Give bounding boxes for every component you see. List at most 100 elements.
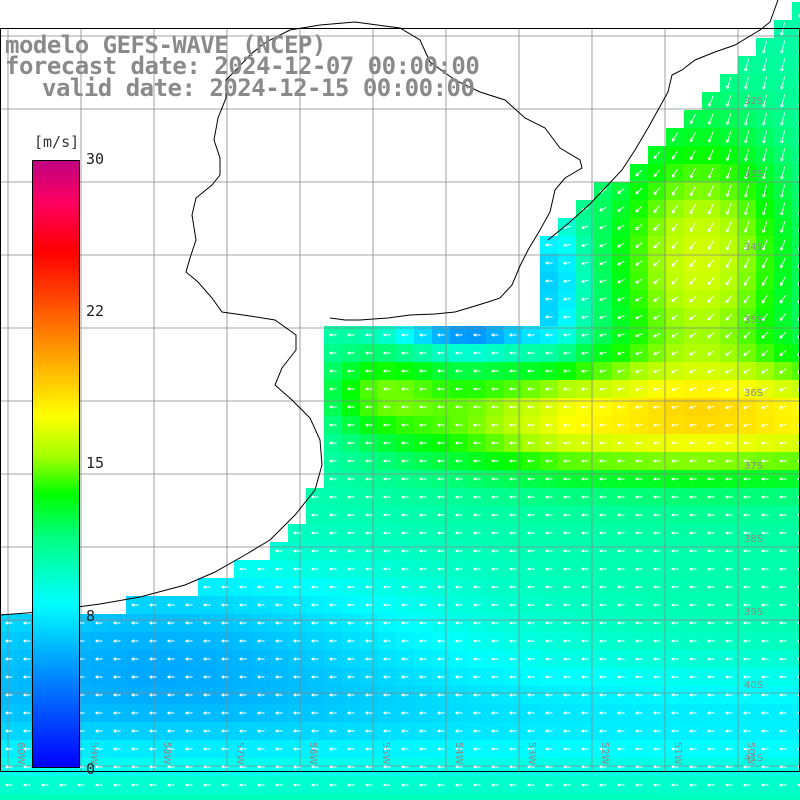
wind-arrow xyxy=(221,621,229,625)
wind-arrow xyxy=(509,513,517,517)
wind-arrow xyxy=(761,675,769,679)
longitude-label: 51W xyxy=(672,742,683,765)
wind-cell xyxy=(792,182,800,200)
wind-arrow xyxy=(167,711,175,715)
wind-arrow xyxy=(689,603,697,607)
wind-cell xyxy=(360,794,378,800)
wind-arrow xyxy=(383,495,391,499)
wind-arrow xyxy=(671,693,679,697)
wind-arrow xyxy=(708,203,714,215)
wind-arrow xyxy=(455,531,463,535)
wind-arrow xyxy=(257,603,265,607)
wind-arrow xyxy=(653,621,661,625)
wind-arrow xyxy=(653,477,661,481)
longitude-label: 58W xyxy=(161,742,172,765)
wind-arrow xyxy=(761,567,769,571)
wind-arrow xyxy=(239,639,247,643)
wind-arrow xyxy=(563,459,571,463)
wind-arrow xyxy=(437,369,445,373)
wind-arrow xyxy=(725,729,733,733)
wind-arrow xyxy=(419,585,427,589)
wind-cell xyxy=(198,794,216,800)
wind-arrow xyxy=(473,441,481,445)
wind-arrow xyxy=(617,765,625,769)
wind-arrow xyxy=(689,405,697,410)
wind-arrow xyxy=(762,76,768,90)
wind-arrow xyxy=(365,639,373,643)
wind-arrow xyxy=(671,277,679,285)
wind-arrow xyxy=(437,387,445,391)
wind-cell xyxy=(792,506,800,524)
wind-cell xyxy=(396,794,414,800)
wind-arrow xyxy=(419,765,427,769)
wind-arrow xyxy=(527,333,535,337)
wind-arrow xyxy=(275,603,283,607)
wind-cell xyxy=(558,794,576,800)
wind-arrow xyxy=(509,639,517,643)
wind-cell xyxy=(792,704,800,722)
wind-arrow xyxy=(708,222,714,233)
wind-arrow xyxy=(780,148,786,162)
wind-arrow xyxy=(671,259,679,267)
wind-arrow xyxy=(293,675,301,679)
wind-arrow xyxy=(545,585,553,589)
wind-arrow xyxy=(725,405,733,410)
wind-arrow xyxy=(401,333,409,337)
wind-arrow xyxy=(779,657,787,661)
wind-arrow xyxy=(293,765,301,769)
wind-arrow xyxy=(257,765,265,769)
wind-arrow xyxy=(707,693,715,697)
wind-arrow xyxy=(563,549,571,553)
wind-arrow xyxy=(203,639,211,643)
wind-arrow xyxy=(149,639,157,643)
wind-arrow xyxy=(689,765,697,769)
wind-arrow xyxy=(671,603,679,607)
wind-arrow xyxy=(95,621,103,625)
wind-arrow xyxy=(689,747,697,751)
wind-arrow xyxy=(23,693,31,697)
wind-cell xyxy=(738,794,756,800)
wind-arrow xyxy=(617,531,625,535)
wind-arrow xyxy=(671,222,679,232)
wind-arrow xyxy=(383,477,391,481)
wind-arrow xyxy=(635,693,643,697)
wind-arrow xyxy=(239,765,247,769)
wind-arrow xyxy=(131,621,139,625)
wind-arrow xyxy=(762,221,768,234)
wind-arrow xyxy=(545,621,553,625)
wind-arrow xyxy=(725,747,733,751)
wind-arrow xyxy=(311,729,319,733)
wind-arrow xyxy=(401,747,409,751)
wind-arrow xyxy=(689,495,697,499)
wind-arrow xyxy=(473,693,481,697)
wind-arrow xyxy=(743,549,751,553)
wind-arrow xyxy=(383,513,391,517)
wind-arrow xyxy=(653,693,661,697)
wind-arrow xyxy=(347,639,355,643)
wind-arrow xyxy=(761,747,769,751)
latitude-label: 37S xyxy=(744,461,763,472)
wind-arrow xyxy=(581,495,589,499)
wind-arrow xyxy=(581,513,589,517)
wind-arrow xyxy=(779,386,787,392)
wind-arrow xyxy=(779,675,787,679)
wind-cell xyxy=(342,794,360,800)
wind-arrow xyxy=(689,277,697,285)
latitude-label: 35S xyxy=(744,315,763,326)
wind-arrow xyxy=(653,603,661,607)
wind-arrow xyxy=(383,549,391,553)
wind-arrow xyxy=(761,349,769,357)
wind-arrow xyxy=(455,711,463,715)
wind-arrow xyxy=(491,423,499,427)
wind-arrow xyxy=(617,747,625,751)
wind-cell xyxy=(468,794,486,800)
wind-arrow xyxy=(599,549,607,553)
wind-arrow xyxy=(581,639,589,643)
wind-arrow xyxy=(203,729,211,733)
wind-arrow xyxy=(653,332,661,338)
wind-arrow xyxy=(726,77,732,90)
wind-arrow xyxy=(383,333,391,337)
coastline-east xyxy=(547,0,779,241)
wind-arrow xyxy=(311,549,319,553)
